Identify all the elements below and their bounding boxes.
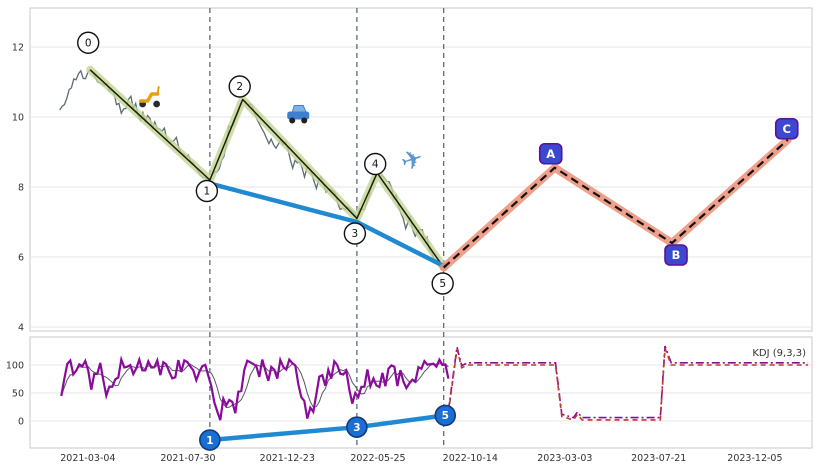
wave-number-label: 1	[204, 186, 211, 198]
kdj-wave-marker	[434, 404, 457, 427]
kdj-y-tick-label: 100	[6, 361, 24, 372]
kdj-indicator-label: KDJ (9,3,3)	[752, 348, 806, 359]
price-y-tick-label: 12	[12, 43, 24, 54]
kdj-projection-purple	[447, 345, 809, 419]
scooter-icon	[138, 86, 161, 108]
car-cabin	[291, 105, 307, 113]
x-tick-label: 2022-10-14	[443, 453, 498, 464]
abc-dashed-line	[442, 138, 789, 269]
kdj-wave-marker-label: 1	[206, 435, 213, 447]
kdj-wave-marker	[346, 416, 368, 438]
price-y-tick-label: 10	[12, 113, 24, 124]
scooter-handlebar	[156, 86, 160, 95]
kdj-k-line	[60, 355, 450, 421]
impulse-line	[89, 69, 445, 268]
wave-number-marker	[431, 272, 454, 295]
abc-marker	[774, 117, 799, 140]
abc-marker-label: C	[783, 122, 791, 136]
panel-borders	[29, 7, 813, 449]
impulse-wave-overlay	[86, 65, 448, 272]
x-tick-label: 2023-07-21	[631, 453, 686, 464]
abc-marker	[538, 142, 563, 165]
car-wheel	[289, 117, 296, 124]
price-y-tick-label: 6	[18, 253, 24, 264]
kdj-wave-marker	[199, 429, 221, 451]
wave-number-label: 0	[85, 37, 92, 49]
scooter-frame	[138, 92, 160, 103]
kdj-y-tick-label: 50	[12, 389, 24, 400]
wave-number-marker	[343, 222, 367, 245]
wave-number-label: 2	[236, 81, 243, 93]
wave-number-label: 4	[372, 159, 379, 171]
kdj-series: 1 3 5	[60, 345, 809, 451]
kdj-wave-marker-label: 3	[353, 422, 360, 434]
price-y-tick-label: 4	[18, 323, 24, 334]
price-panel	[29, 7, 813, 332]
car-body	[287, 111, 310, 120]
price-y-tick-label: 8	[18, 183, 24, 194]
abc-marker	[664, 244, 688, 266]
x-tick-label: 2021-12-23	[260, 453, 315, 464]
car-wheel	[301, 117, 308, 124]
kdj-y-tick-label: 0	[18, 417, 24, 428]
wave-number-marker	[77, 31, 100, 54]
wave-number-label: 3	[352, 228, 359, 240]
x-tick-label: 2023-03-03	[537, 453, 592, 464]
kdj-projection-red	[447, 347, 809, 421]
abc-marker-label: A	[546, 147, 555, 161]
wave-number-marker	[228, 75, 251, 98]
scooter-wheel	[153, 100, 161, 108]
x-tick-label: 2021-03-04	[60, 453, 115, 464]
x-tick-label: 2022-05-25	[350, 453, 405, 464]
kdj-wave-marker-label: 5	[442, 410, 449, 422]
wave-number-label: 5	[439, 278, 446, 290]
x-tick-label: 2021-07-30	[160, 453, 215, 464]
x-tick-label: 2023-12-05	[727, 453, 782, 464]
wave-number-marker	[364, 152, 387, 176]
car-icon	[287, 105, 310, 124]
wave-number-marker	[195, 179, 219, 203]
abc-marker-label: B	[672, 248, 681, 262]
abc-projection-overlay	[439, 135, 792, 272]
price-trendline	[207, 181, 448, 270]
